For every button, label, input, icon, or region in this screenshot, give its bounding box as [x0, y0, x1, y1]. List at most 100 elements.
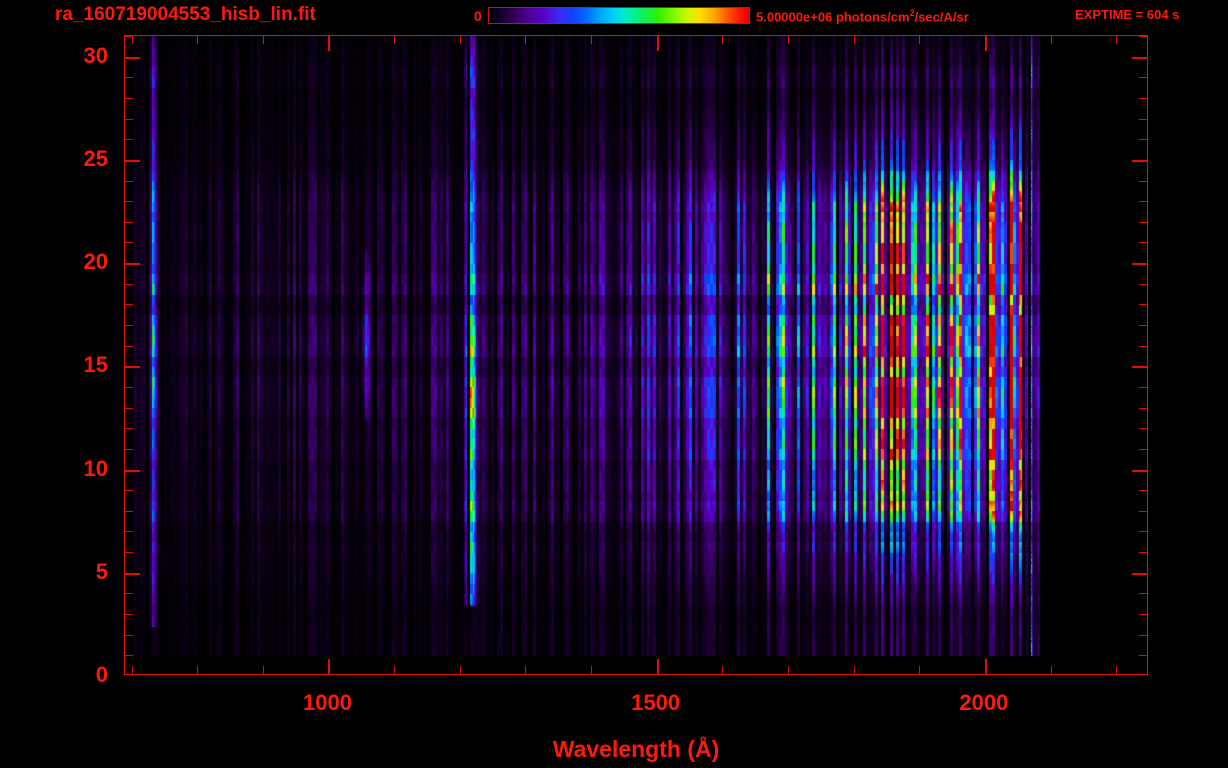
y-tick: [1132, 56, 1147, 59]
y-tick: [1139, 36, 1147, 37]
y-tick: [1132, 159, 1147, 162]
y-tick: [125, 36, 133, 37]
x-tick: [722, 36, 724, 44]
colorbar-min-label: 0: [474, 8, 482, 24]
x-tick: [591, 36, 593, 44]
y-tick: [125, 366, 140, 369]
y-tick: [1139, 655, 1147, 657]
x-tick: [853, 666, 855, 674]
y-tick: [1139, 593, 1147, 595]
y-tick-label: 20: [83, 249, 108, 275]
y-tick: [125, 56, 140, 59]
x-tick: [197, 666, 199, 674]
x-tick: [328, 36, 331, 51]
y-tick: [1132, 469, 1147, 472]
y-tick: [1139, 242, 1147, 244]
y-tick: [1132, 572, 1147, 575]
y-tick: [1139, 139, 1147, 141]
y-tick: [1139, 490, 1147, 492]
y-tick: [125, 448, 133, 450]
x-tick: [984, 36, 987, 51]
x-tick-label: 2000: [959, 690, 1009, 715]
y-tick: [1139, 614, 1147, 616]
y-tick: [1139, 325, 1147, 327]
colorbar-max-label: 5.00000e+06 photons/cm2/sec/A/sr: [756, 8, 969, 24]
y-tick: [125, 614, 133, 616]
y-tick: [1139, 221, 1147, 223]
y-tick: [1132, 263, 1147, 266]
y-tick: [125, 180, 133, 182]
x-tick-label: 1000: [303, 690, 352, 715]
page-title: ra_160719004553_hisb_lin.fit: [55, 4, 316, 25]
y-tick: [125, 242, 133, 244]
x-tick: [656, 659, 659, 674]
exptime-label: EXPTIME = 604 s: [1075, 7, 1180, 22]
y-tick-label: 15: [83, 352, 108, 378]
y-tick: [125, 469, 140, 472]
y-tick: [125, 201, 133, 203]
y-tick: [125, 428, 133, 430]
y-tick: [125, 97, 133, 99]
y-tick: [1139, 552, 1147, 554]
y-tick-label: 25: [83, 145, 108, 171]
y-tick: [125, 593, 133, 595]
x-tick: [394, 666, 396, 674]
y-tick-label: 0: [95, 662, 108, 687]
x-tick: [1116, 36, 1118, 44]
y-tick: [125, 572, 140, 575]
x-tick: [525, 666, 527, 674]
x-tick: [459, 36, 461, 44]
x-tick: [1050, 666, 1052, 674]
y-tick: [125, 531, 133, 533]
x-tick: [1116, 666, 1118, 674]
colorbar-gradient: [488, 7, 750, 24]
x-tick: [131, 666, 133, 674]
y-tick: [125, 304, 133, 306]
y-tick-label: 5: [95, 558, 108, 584]
y-tick: [125, 221, 133, 223]
x-tick: [262, 36, 264, 44]
x-tick: [722, 666, 724, 674]
y-tick: [125, 490, 133, 492]
x-tick: [787, 666, 789, 674]
y-tick: [125, 634, 133, 636]
y-tick: [1139, 634, 1147, 636]
y-tick: [1139, 283, 1147, 285]
colorbar-max-value: 5.00000e+06: [756, 9, 833, 25]
x-tick: [459, 666, 461, 674]
y-tick: [125, 118, 133, 120]
y-tick: [1139, 304, 1147, 306]
x-tick: [1050, 36, 1052, 44]
x-tick-label: 1500: [631, 690, 681, 715]
y-tick-label: 30: [83, 42, 108, 68]
x-tick: [656, 36, 659, 51]
y-tick: [1139, 201, 1147, 203]
x-tick: [919, 36, 921, 44]
x-tick: [197, 36, 199, 44]
y-tick: [125, 139, 133, 141]
x-tick: [262, 666, 264, 674]
y-tick: [1139, 118, 1147, 120]
y-tick-label: 10: [83, 455, 108, 481]
x-tick: [984, 659, 987, 674]
y-tick: [125, 325, 133, 327]
x-tick: [787, 36, 789, 44]
y-tick: [125, 263, 140, 266]
y-tick: [1139, 510, 1147, 512]
y-tick: [125, 655, 133, 657]
y-tick: [1139, 97, 1147, 99]
y-tick: [1139, 448, 1147, 450]
y-tick: [125, 159, 140, 162]
y-tick: [125, 345, 133, 347]
y-tick: [1139, 407, 1147, 409]
y-tick: [1139, 428, 1147, 430]
spectrogram-canvas: [125, 36, 1147, 674]
x-tick: [394, 36, 396, 44]
y-tick: [1139, 77, 1147, 79]
y-tick: [1139, 180, 1147, 182]
x-axis-title: Wavelength (Å): [552, 736, 720, 762]
x-tick: [853, 36, 855, 44]
y-tick: [1139, 386, 1147, 388]
colorbar-units-exponent: 2: [909, 8, 915, 18]
